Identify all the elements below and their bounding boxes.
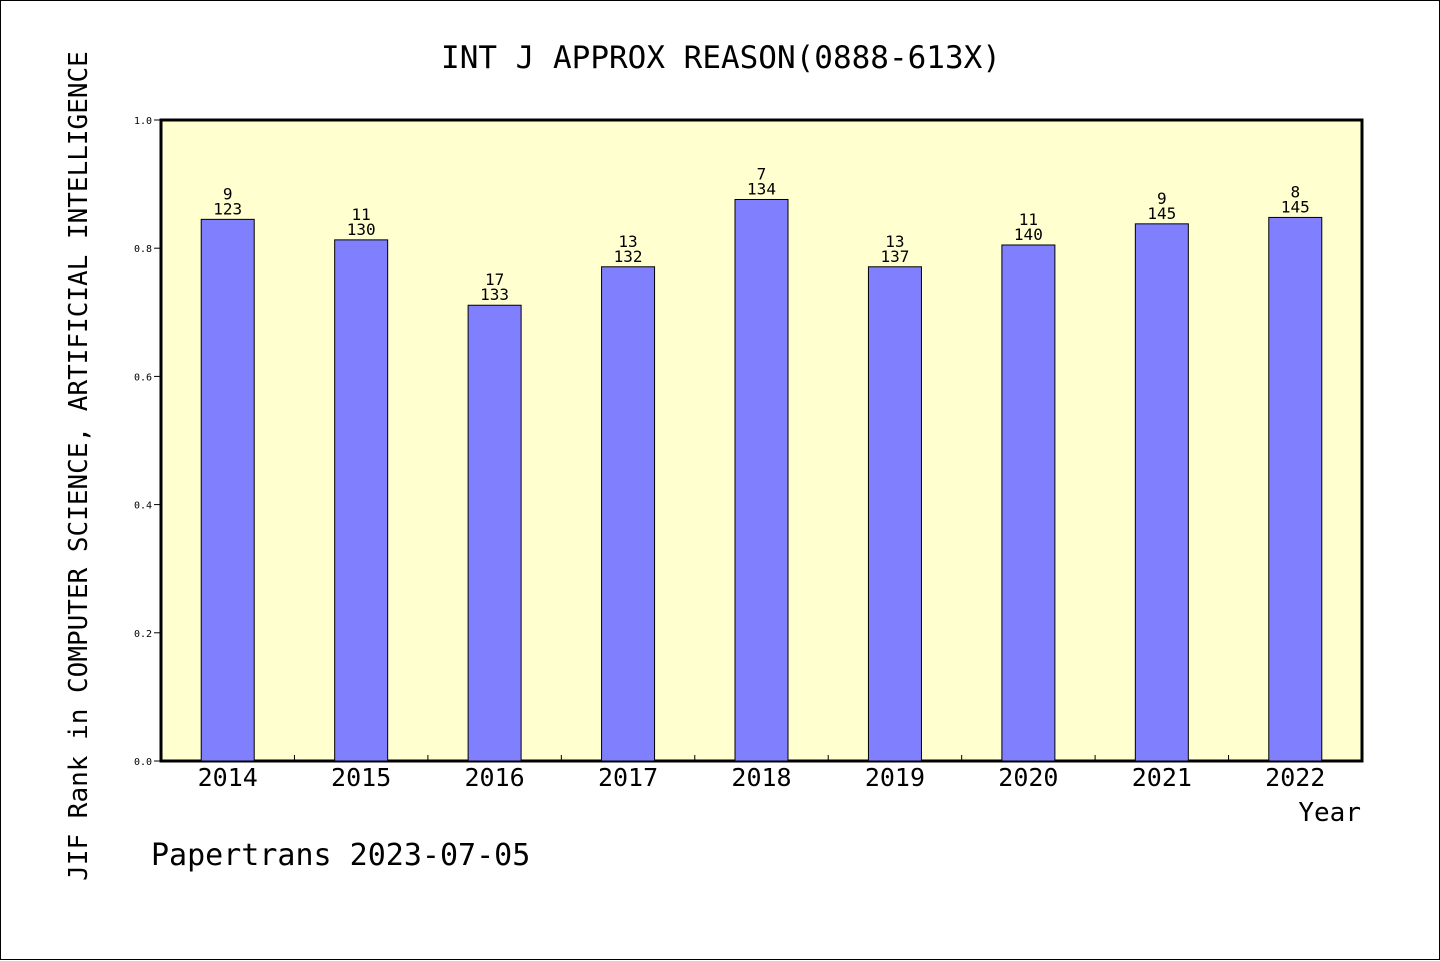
bar-total-label: 137 [880,247,909,266]
x-tick-label: 2019 [865,763,925,792]
bar-2022 [1268,216,1323,762]
y-tick-label: 0.8 [134,244,152,255]
y-axis-label: JIF Rank in COMPUTER SCIENCE, ARTIFICIAL… [64,51,94,881]
y-tick-label: 0.0 [134,757,152,768]
bar-rank-label: 17 [485,270,504,289]
x-axis: 2014 2015 2016 2017 2018 2019 2020 2021 2022 [198,755,1325,792]
bar-rank-label: 11 [1019,210,1038,229]
bar-total-label: 130 [347,220,376,239]
bar-total-label: 132 [614,247,643,266]
x-tick-label: 2014 [198,763,258,792]
x-tick-label: 2020 [998,763,1058,792]
bar-rank-label: 7 [757,164,767,183]
bar-rank-label: 9 [223,184,233,203]
x-tick-label: 2022 [1265,763,1325,792]
bar-2017 [601,266,656,762]
x-tick-label: 2021 [1132,763,1192,792]
bar-2019 [867,266,922,762]
x-axis-label: Year [1298,798,1361,828]
bar-rank-label: 13 [885,232,904,251]
x-tick-label: 2015 [331,763,391,792]
bar-2020 [1001,244,1056,762]
bar-2018 [734,198,789,762]
bar-total-label: 145 [1147,204,1176,223]
bar-total-label: 145 [1281,197,1310,216]
bar-rank-label: 11 [352,205,371,224]
bar-total-label: 123 [213,199,242,218]
x-tick-label: 2016 [465,763,525,792]
y-tick-label: 0.2 [134,629,152,640]
bar-total-label: 140 [1014,225,1043,244]
bar-rank-label: 9 [1157,189,1167,208]
y-tick-label: 1.0 [134,116,152,127]
bar-rank-label: 13 [618,232,637,251]
y-tick-label: 0.6 [134,372,152,383]
x-tick-label: 2017 [598,763,658,792]
bar-2021 [1134,223,1189,762]
footer-credit: Papertrans 2023-07-05 [151,838,530,873]
y-tick-label: 0.4 [134,501,152,512]
bar-total-label: 133 [480,285,509,304]
y-axis: 0.0 0.2 0.4 0.6 0.8 1.0 [134,116,161,768]
bar-total-label: 134 [747,179,776,198]
bar-rank-label: 8 [1290,182,1300,201]
x-tick-label: 2018 [731,763,791,792]
chart-title: INT J APPROX REASON(0888-613X) [441,40,1001,76]
bar-2016 [467,304,522,762]
bar-2015 [334,239,389,762]
bar-2014 [200,218,255,762]
